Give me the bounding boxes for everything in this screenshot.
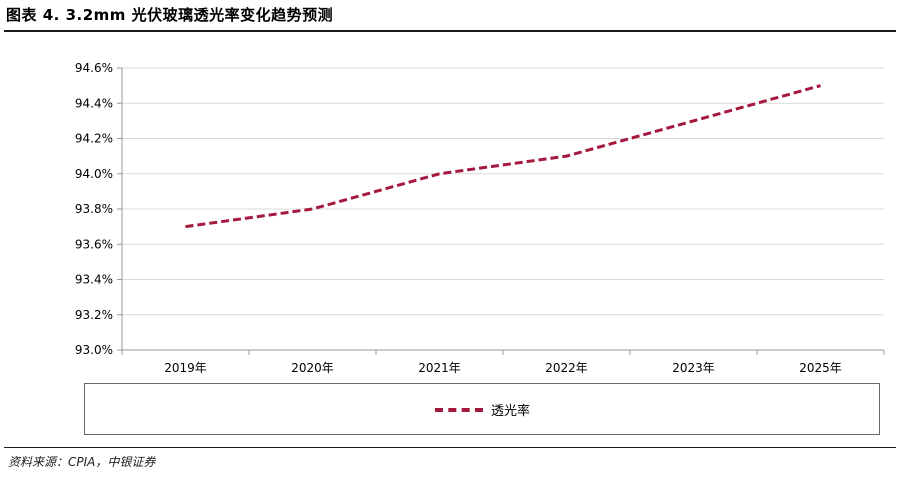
x-tick-label: 2025年 (799, 361, 842, 375)
legend-label: 透光率 (491, 404, 531, 419)
x-tick-label: 2023年 (672, 361, 715, 375)
y-tick-label: 93.0% (75, 343, 113, 357)
y-tick-label: 94.2% (75, 132, 113, 146)
x-tick-label: 2022年 (545, 361, 588, 375)
chart-title: 图表 4. 3.2mm 光伏玻璃透光率变化趋势预测 (6, 6, 334, 24)
x-tick-label: 2020年 (291, 361, 334, 375)
legend: 透光率 (84, 383, 880, 435)
source-note: 资料来源：CPIA，中银证券 (8, 455, 156, 469)
y-tick-label: 93.8% (75, 202, 113, 216)
y-tick-label: 94.0% (75, 167, 113, 181)
legend-item: 透光率 (435, 400, 530, 419)
x-tick-label: 2019年 (164, 361, 207, 375)
legend-swatch (435, 407, 483, 412)
line-chart: 93.0% 93.2% 93.4% 93.6% 93.8% 94.0% 94.2% 94.4%… (75, 61, 885, 375)
series-line (185, 84, 821, 229)
y-tick-label: 94.6% (75, 61, 113, 75)
y-tick-label: 93.2% (75, 308, 113, 322)
title-divider (4, 30, 896, 32)
y-tick-label: 93.4% (75, 273, 113, 287)
x-tick-label: 2021年 (418, 361, 461, 375)
y-tick-label: 93.6% (75, 237, 113, 251)
footer-divider (4, 447, 896, 448)
y-tick-label: 94.4% (75, 96, 113, 110)
